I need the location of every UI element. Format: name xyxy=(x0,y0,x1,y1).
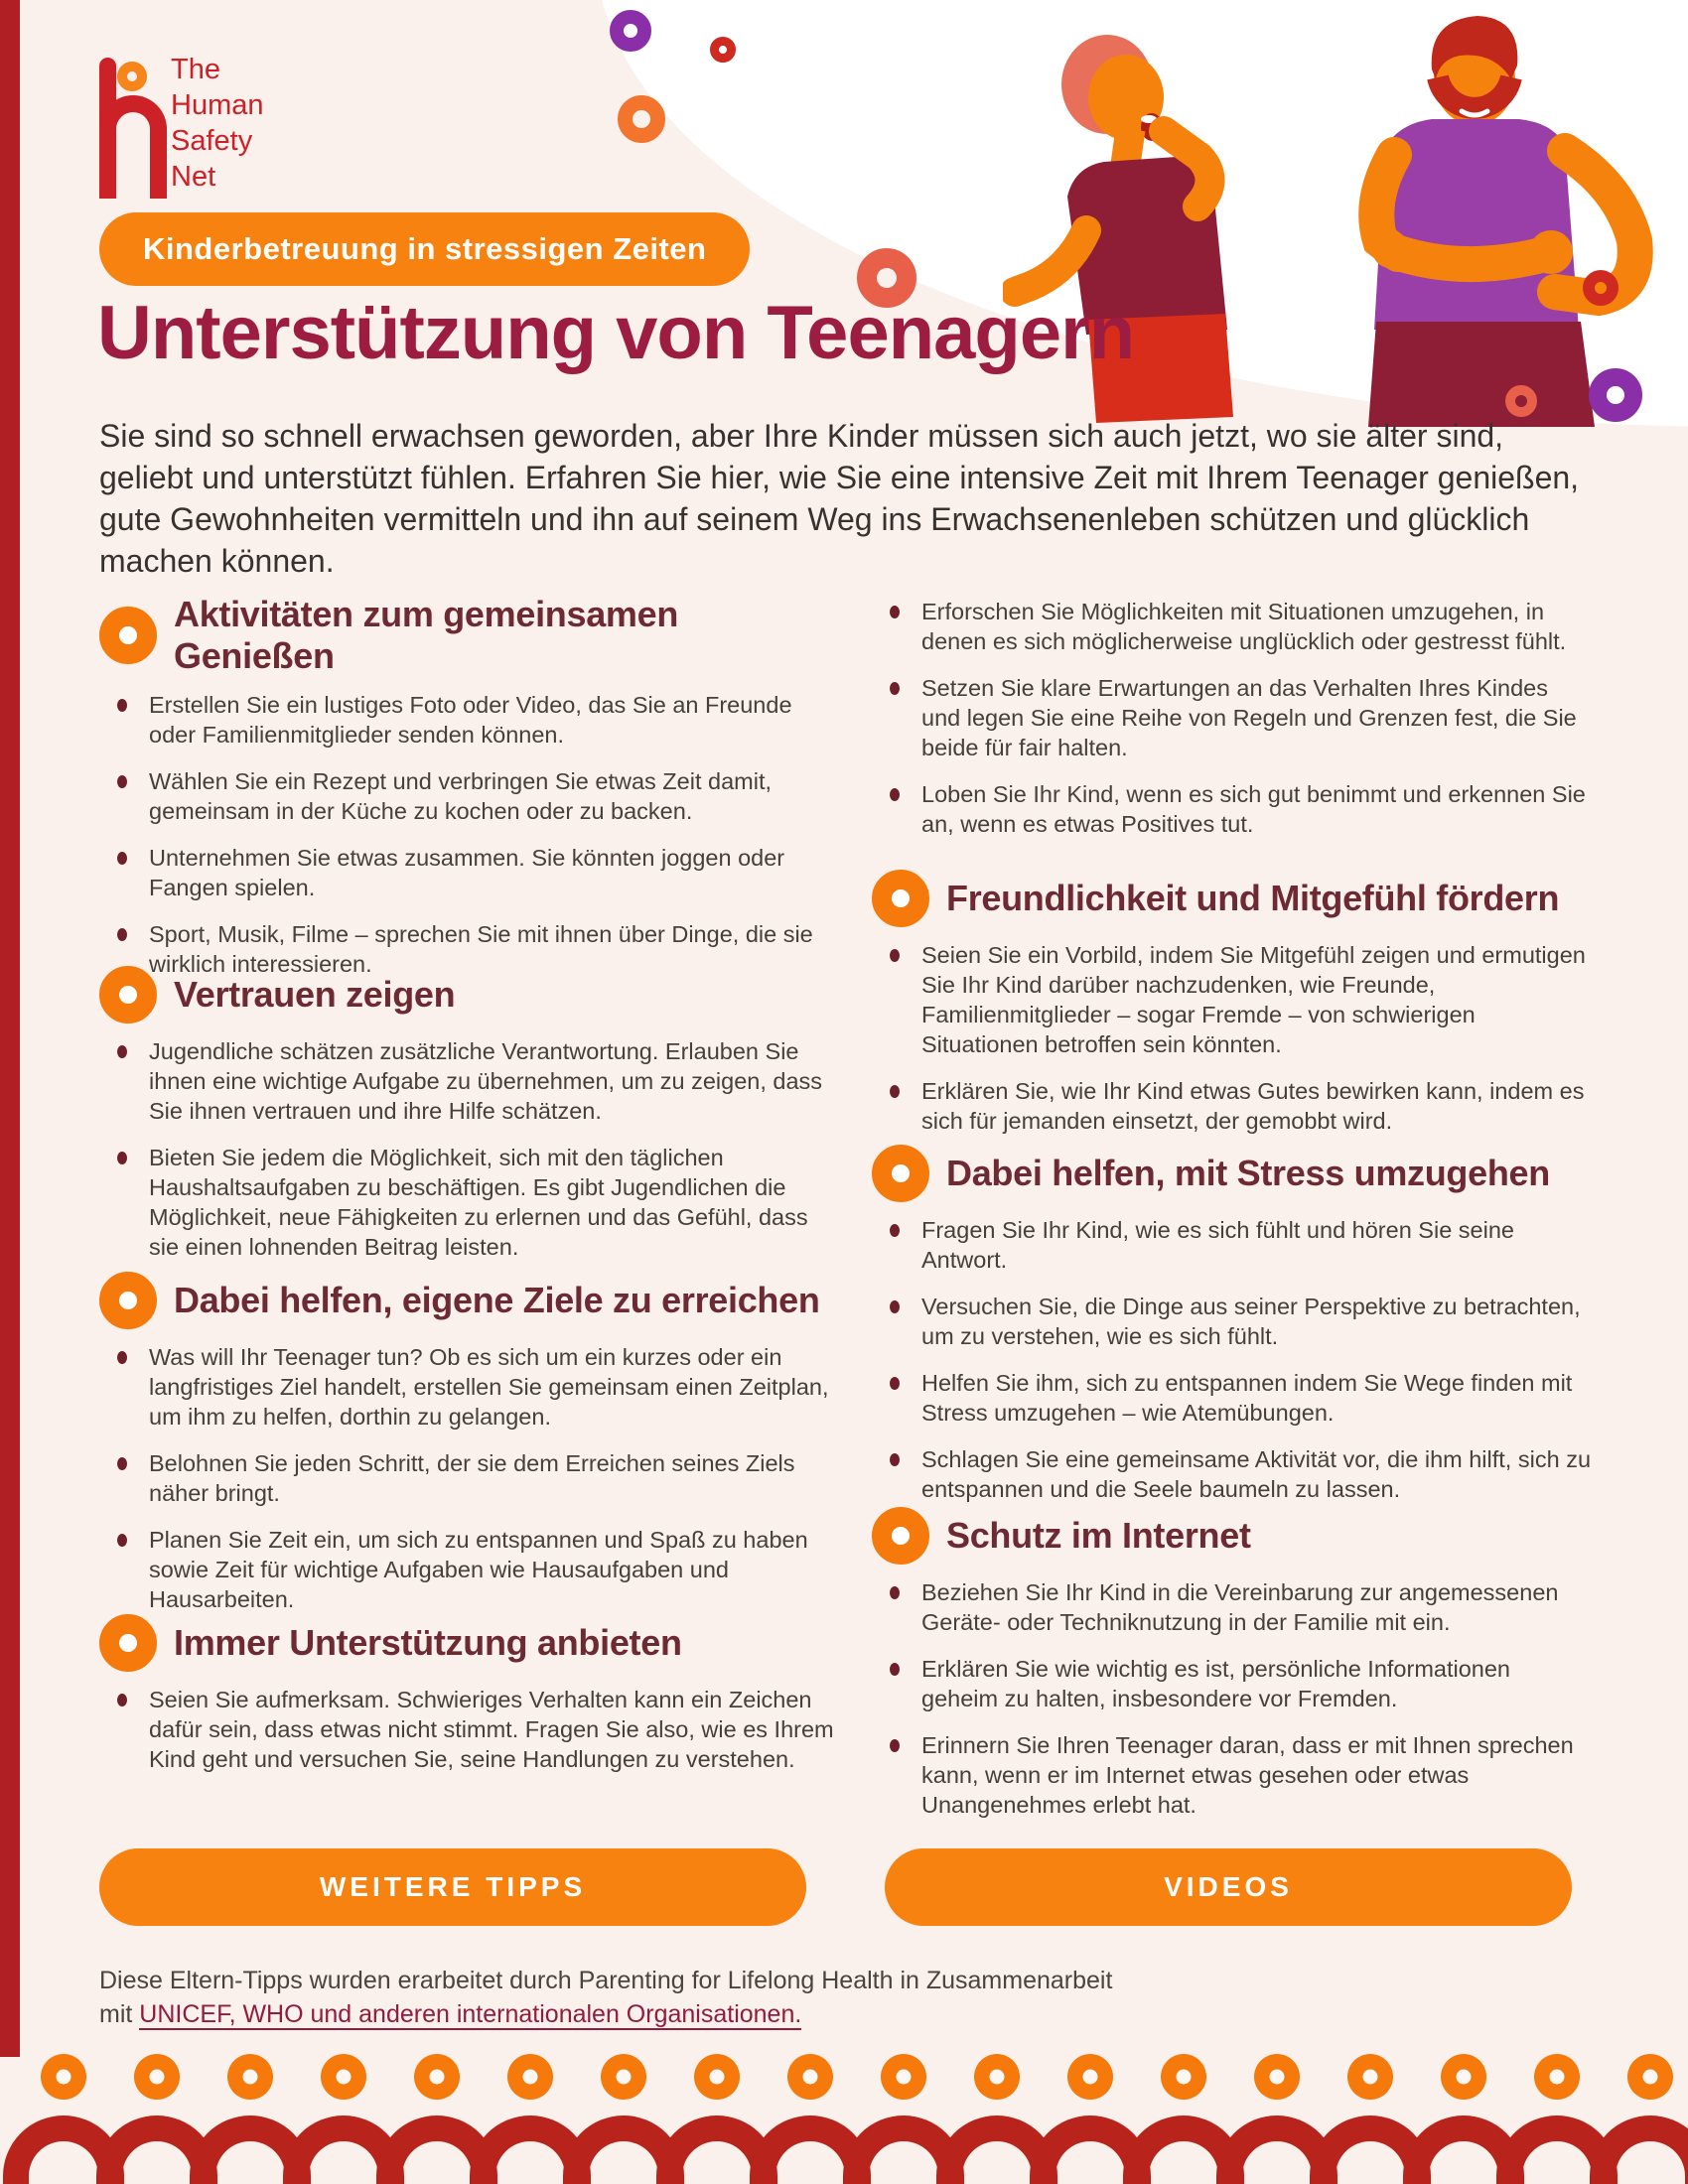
section-internet-safety: Schutz im Internet Beziehen Sie Ihr Kind… xyxy=(872,1507,1593,1837)
tip-item: Bieten Sie jedem die Möglichkeit, sich m… xyxy=(99,1143,842,1262)
decor-donut-icon xyxy=(618,95,665,143)
tip-item: Planen Sie Zeit ein, um sich zu entspann… xyxy=(99,1525,842,1614)
section-kindness: Freundlichkeit und Mitgefühl fördern Sei… xyxy=(872,870,1593,1153)
decor-donut-icon xyxy=(1505,385,1537,417)
tip-item: Wählen Sie ein Rezept und verbringen Sie… xyxy=(99,766,842,826)
section-support-continued: Erforschen Sie Möglichkeiten mit Situati… xyxy=(872,597,1593,856)
section-title: Aktivitäten zum gemeinsamen Genießen xyxy=(174,594,679,676)
section-title: Dabei helfen, eigene Ziele zu erreichen xyxy=(174,1280,820,1320)
weitere-tipps-button[interactable]: WEITERE TIPPS xyxy=(99,1848,806,1926)
logo-wordmark: The Human Safety Net xyxy=(171,54,264,193)
tip-item: Loben Sie Ihr Kind, wenn es sich gut ben… xyxy=(872,779,1593,839)
section-donut-icon xyxy=(99,966,157,1024)
tip-item: Was will Ihr Teenager tun? Ob es sich um… xyxy=(99,1342,842,1432)
tip-item: Seien Sie ein Vorbild, indem Sie Mitgefü… xyxy=(872,940,1593,1059)
footer-note: Diese Eltern-Tipps wurden erarbeitet dur… xyxy=(99,1964,1112,2031)
footer-link[interactable]: UNICEF, WHO und anderen internationalen … xyxy=(139,2000,802,2030)
tip-item: Beziehen Sie Ihr Kind in die Vereinbarun… xyxy=(872,1577,1593,1637)
section-donut-icon xyxy=(872,1507,929,1565)
footer-line2: mit UNICEF, WHO und anderen internationa… xyxy=(99,2000,802,2030)
intro-text: Sie sind so schnell erwachsen geworden, … xyxy=(99,418,1580,579)
section-support: Immer Unterstützung anbieten Seien Sie a… xyxy=(99,1614,842,1791)
tip-item: Erklären Sie wie wichtig es ist, persönl… xyxy=(872,1654,1593,1713)
topic-badge: Kinderbetreuung in stressigen Zeiten xyxy=(99,212,751,286)
videos-button[interactable]: VIDEOS xyxy=(885,1848,1572,1926)
decor-donut-icon xyxy=(610,10,651,52)
decor-donut-icon xyxy=(857,248,916,308)
tip-item: Helfen Sie ihm, sich zu entspannen indem… xyxy=(872,1368,1593,1428)
tip-item: Erinnern Sie Ihren Teenager daran, dass … xyxy=(872,1730,1593,1820)
tip-item: Fragen Sie Ihr Kind, wie es sich fühlt u… xyxy=(872,1215,1593,1275)
footer-line1: Diese Eltern-Tipps wurden erarbeitet dur… xyxy=(99,1967,1113,1994)
section-stress: Dabei helfen, mit Stress umzugehen Frage… xyxy=(872,1145,1593,1521)
section-donut-icon xyxy=(99,1614,157,1672)
tip-item: Versuchen Sie, die Dinge aus seiner Pers… xyxy=(872,1292,1593,1351)
section-donut-icon xyxy=(99,607,157,664)
tip-item: Erstellen Sie ein lustiges Foto oder Vid… xyxy=(99,690,842,750)
tip-item: Unternehmen Sie etwas zusammen. Sie könn… xyxy=(99,843,842,902)
decor-donut-icon xyxy=(1589,368,1642,422)
section-title: Immer Unterstützung anbieten xyxy=(174,1622,682,1663)
section-trust: Vertrauen zeigen Jugendliche schätzen zu… xyxy=(99,966,842,1279)
section-activities: Aktivitäten zum gemeinsamen Genießen Ers… xyxy=(99,594,842,996)
left-edge-stripe xyxy=(0,0,20,2057)
bottom-border-pattern xyxy=(3,2054,1688,2184)
section-donut-icon xyxy=(872,1145,929,1202)
section-donut-icon xyxy=(872,870,929,927)
page-title: Unterstützung von Teenagern xyxy=(97,291,1135,375)
tip-item: Seien Sie aufmerksam. Schwieriges Verhal… xyxy=(99,1685,842,1774)
section-title: Freundlichkeit und Mitgefühl fördern xyxy=(946,878,1560,918)
section-title: Dabei helfen, mit Stress umzugehen xyxy=(946,1153,1550,1193)
section-goals: Dabei helfen, eigene Ziele zu erreichen … xyxy=(99,1272,842,1631)
human-safety-net-logo: The Human Safety Net xyxy=(99,52,357,210)
tip-item: Belohnen Sie jeden Schritt, der sie dem … xyxy=(99,1448,842,1508)
decor-donut-icon xyxy=(710,37,736,63)
tip-item: Setzen Sie klare Erwartungen an das Verh… xyxy=(872,673,1593,762)
tip-item: Schlagen Sie eine gemeinsame Aktivität v… xyxy=(872,1444,1593,1504)
section-title: Schutz im Internet xyxy=(946,1515,1251,1556)
tip-item: Erforschen Sie Möglichkeiten mit Situati… xyxy=(872,597,1593,656)
tip-item: Sport, Musik, Filme – sprechen Sie mit i… xyxy=(99,919,842,979)
tip-item: Erklären Sie, wie Ihr Kind etwas Gutes b… xyxy=(872,1076,1593,1136)
decor-donut-icon xyxy=(1583,270,1618,306)
section-title: Vertrauen zeigen xyxy=(174,974,456,1015)
tip-item: Jugendliche schätzen zusätzliche Verantw… xyxy=(99,1036,842,1126)
section-donut-icon xyxy=(99,1272,157,1329)
